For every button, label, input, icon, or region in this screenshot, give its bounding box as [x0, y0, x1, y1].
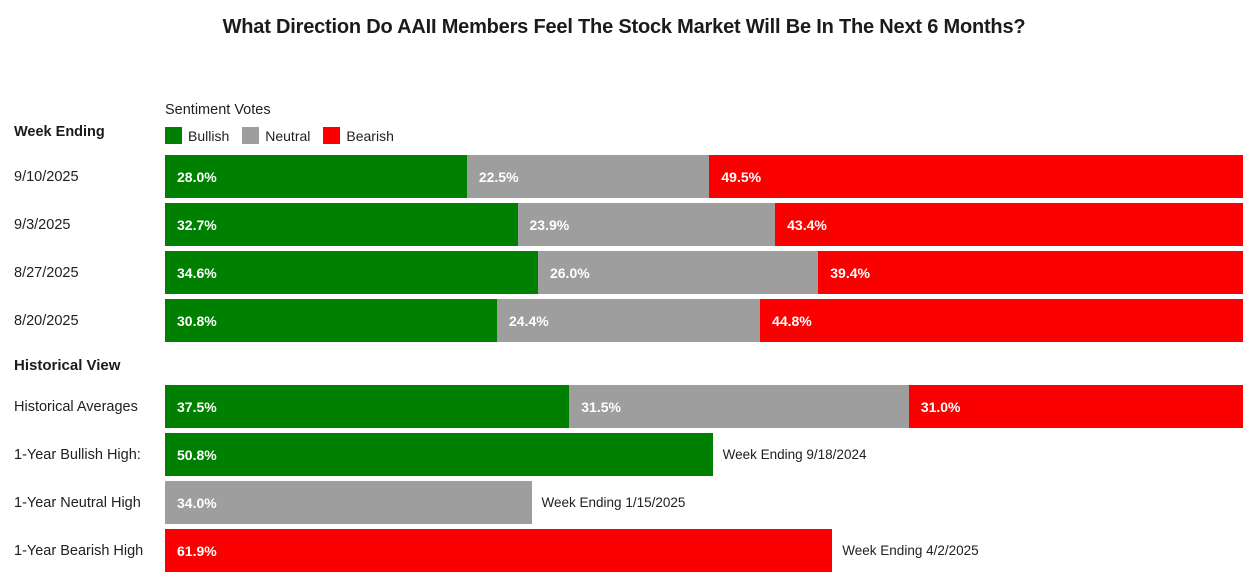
- row-label: 1-Year Neutral High: [14, 494, 141, 511]
- bar-value-label: 23.9%: [529, 216, 570, 233]
- bearish-bar-segment: 61.9%: [165, 529, 833, 572]
- bar-row: 8/27/2025 34.6% 26.0% 39.4%: [0, 251, 1243, 294]
- bar-value-label: 37.5%: [177, 398, 217, 415]
- historical-rows: Historical Averages 37.5% 31.5% 31.0% 1-Year…: [0, 385, 1243, 576]
- bullish-bar-segment: 37.5%: [165, 385, 570, 428]
- neutral-bar-segment: 24.4%: [497, 299, 761, 342]
- row-label: 8/20/2025: [14, 312, 79, 329]
- bar-track: 34.6% 26.0% 39.4%: [165, 251, 1243, 294]
- bar-row: 9/3/2025 32.7% 23.9% 43.4%: [0, 203, 1243, 246]
- bar-value-label: 22.5%: [478, 168, 519, 185]
- weekly-rows: 9/10/2025 28.0% 22.5% 49.5% 9/3/2025 32.7% 23.…: [0, 155, 1243, 347]
- bar-row: 8/20/2025 30.8% 24.4% 44.8%: [0, 299, 1243, 342]
- row-label: Historical Averages: [14, 398, 138, 415]
- historical-view-heading: Historical View: [14, 357, 121, 374]
- bar-row: 9/10/2025 28.0% 22.5% 49.5%: [0, 155, 1243, 198]
- bullish-bar-segment: 30.8%: [165, 299, 498, 342]
- bar-value-label: 28.0%: [177, 168, 217, 185]
- bar-row: 1-Year Bearish High 61.9% Week Ending 4/2/…: [0, 529, 1243, 572]
- bar-value-label: 49.5%: [721, 168, 762, 185]
- bar-value-label: 44.8%: [772, 312, 812, 329]
- legend-title: Sentiment Votes: [165, 102, 271, 118]
- bearish-bar-segment: 43.4%: [775, 203, 1243, 246]
- bar-value-label: 30.8%: [177, 312, 217, 329]
- legend-item-label: Bearish: [346, 127, 394, 144]
- bar-value-label: 50.8%: [177, 446, 217, 463]
- neutral-bar-segment: 22.5%: [466, 155, 710, 198]
- legend: Sentiment Votes Bullish Neutral Bearish: [165, 102, 394, 144]
- bullish-bar-segment: 32.7%: [165, 203, 518, 246]
- bar-value-label: 34.6%: [177, 264, 217, 281]
- neutral-bar-segment: 23.9%: [517, 203, 776, 246]
- bearish-swatch-icon: [323, 127, 341, 144]
- bearish-bar-segment: 44.8%: [760, 299, 1243, 342]
- row-label: 8/27/2025: [14, 264, 79, 281]
- row-label: 9/10/2025: [14, 168, 79, 185]
- row-label: 1-Year Bullish High:: [14, 446, 141, 463]
- bar-track: 30.8% 24.4% 44.8%: [165, 299, 1243, 342]
- bar-annotation: Week Ending 9/18/2024: [722, 447, 867, 462]
- bar-value-label: 43.4%: [787, 216, 827, 233]
- bar-value-label: 26.0%: [549, 264, 590, 281]
- bar-track: 61.9% Week Ending 4/2/2025: [165, 529, 1243, 572]
- week-ending-heading: Week Ending: [14, 124, 105, 140]
- legend-item-neutral: Neutral: [242, 127, 310, 144]
- bar-row: 1-Year Neutral High 34.0% Week Ending 1/15…: [0, 481, 1243, 524]
- bullish-bar-segment: 34.6%: [165, 251, 538, 294]
- row-label: 9/3/2025: [14, 216, 71, 233]
- neutral-bar-segment: 26.0%: [537, 251, 819, 294]
- bar-track: 50.8% Week Ending 9/18/2024: [165, 433, 1243, 476]
- bar-row: 1-Year Bullish High: 50.8% Week Ending 9/1…: [0, 433, 1243, 476]
- bar-value-label: 32.7%: [177, 216, 217, 233]
- bar-value-label: 31.0%: [920, 398, 961, 415]
- neutral-bar-segment: 31.5%: [569, 385, 909, 428]
- legend-item-bullish: Bullish: [165, 127, 229, 144]
- bar-track: 37.5% 31.5% 31.0%: [165, 385, 1243, 428]
- bar-value-label: 34.0%: [177, 494, 217, 511]
- bar-annotation: Week Ending 4/2/2025: [842, 543, 979, 558]
- chart-title: What Direction Do AAII Members Feel The …: [222, 16, 1026, 38]
- bar-value-label: 24.4%: [509, 312, 549, 329]
- row-label: 1-Year Bearish High: [14, 542, 144, 559]
- neutral-swatch-icon: [242, 127, 260, 144]
- legend-item-label: Neutral: [265, 127, 311, 144]
- bearish-bar-segment: 39.4%: [818, 251, 1243, 294]
- bar-value-label: 61.9%: [177, 542, 217, 559]
- legend-items: Bullish Neutral Bearish: [165, 127, 394, 144]
- bar-value-label: 31.5%: [581, 398, 621, 415]
- bar-annotation: Week Ending 1/15/2025: [541, 495, 686, 510]
- bullish-bar-segment: 50.8%: [165, 433, 713, 476]
- bearish-bar-segment: 31.0%: [908, 385, 1243, 428]
- legend-item-bearish: Bearish: [323, 127, 394, 144]
- bearish-bar-segment: 49.5%: [709, 155, 1243, 198]
- bar-row: Historical Averages 37.5% 31.5% 31.0%: [0, 385, 1243, 428]
- bar-track: 32.7% 23.9% 43.4%: [165, 203, 1243, 246]
- bar-track: 28.0% 22.5% 49.5%: [165, 155, 1243, 198]
- legend-item-label: Bullish: [188, 127, 230, 144]
- neutral-bar-segment: 34.0%: [165, 481, 532, 524]
- bullish-swatch-icon: [165, 127, 182, 144]
- bullish-bar-segment: 28.0%: [165, 155, 467, 198]
- bar-value-label: 39.4%: [830, 264, 870, 281]
- bar-track: 34.0% Week Ending 1/15/2025: [165, 481, 1243, 524]
